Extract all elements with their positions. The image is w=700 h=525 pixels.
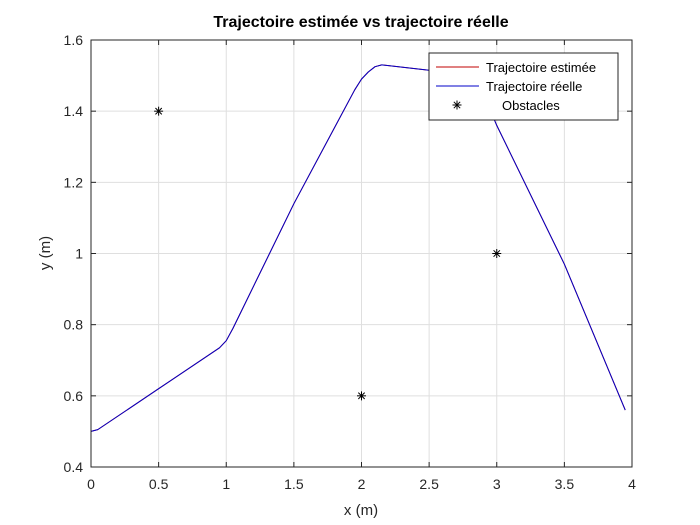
y-tick-label: 0.8 xyxy=(64,317,84,333)
x-tick-label: 3 xyxy=(493,476,501,492)
legend-items: Trajectoire estimée Trajectoire réelle Obs… xyxy=(436,60,596,113)
x-tick-label: 3.5 xyxy=(555,476,575,492)
x-tick-label: 2.5 xyxy=(419,476,439,492)
legend-item: Trajectoire estimée xyxy=(436,60,596,75)
legend-item: Obstacles xyxy=(452,98,560,113)
x-tick-label: 2 xyxy=(358,476,366,492)
obstacle-marker xyxy=(154,106,164,116)
y-tick-label: 1 xyxy=(75,246,83,262)
legend-item: Trajectoire réelle xyxy=(436,79,582,94)
legend-label: Trajectoire réelle xyxy=(486,79,582,94)
y-tick-label: 0.4 xyxy=(64,459,84,475)
y-tick-label: 1.4 xyxy=(64,103,84,119)
legend-label: Trajectoire estimée xyxy=(486,60,596,75)
legend-swatch xyxy=(452,100,462,110)
x-tick-label: 4 xyxy=(628,476,636,492)
x-tick-label: 1 xyxy=(222,476,230,492)
x-tick-label: 0.5 xyxy=(149,476,169,492)
x-axis-label: x (m) xyxy=(344,502,378,519)
obstacle-marker xyxy=(492,249,502,258)
y-tick-label: 1.6 xyxy=(64,32,84,48)
y-tick-label: 1.2 xyxy=(64,174,84,190)
legend-label: Obstacles xyxy=(502,98,560,113)
x-tick-label: 0 xyxy=(87,476,95,492)
legend: Trajectoire estimée Trajectoire réelle Obs… xyxy=(428,52,619,121)
axis-ticks xyxy=(90,39,633,468)
obstacle-marker xyxy=(357,391,366,401)
y-axis-label: y (m) xyxy=(37,236,54,270)
y-tick-label: 0.6 xyxy=(64,388,84,404)
x-tick-label: 1.5 xyxy=(284,476,304,492)
tick-labels: 0 0.5 1 1.5 2 2.5 3 3.5 4 0.4 0.6 0.8 1 1.2 1.4 1.6 xyxy=(64,32,637,492)
chart-title: Trajectoire estimée vs trajectoire réell… xyxy=(213,14,508,31)
